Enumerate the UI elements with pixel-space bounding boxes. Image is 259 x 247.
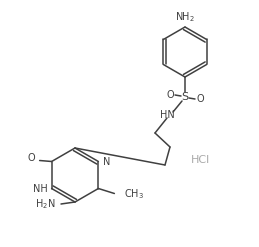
Text: NH$_2$: NH$_2$: [175, 10, 195, 24]
Text: O: O: [166, 90, 174, 100]
Text: O: O: [28, 152, 35, 163]
Text: CH$_3$: CH$_3$: [124, 188, 145, 201]
Text: HN: HN: [160, 110, 174, 120]
Text: H$_2$N: H$_2$N: [35, 197, 55, 211]
Text: HCl: HCl: [190, 155, 210, 165]
Text: S: S: [182, 92, 189, 102]
Text: NH: NH: [33, 184, 48, 193]
Text: N: N: [103, 157, 111, 166]
Text: O: O: [196, 94, 204, 104]
